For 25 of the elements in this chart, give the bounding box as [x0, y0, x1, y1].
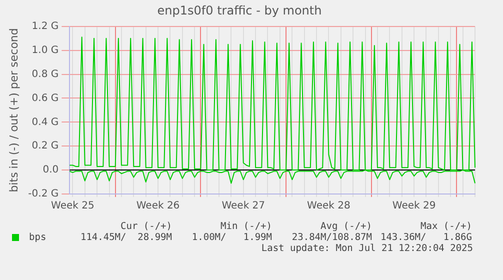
y-tick-label: 0.8 G — [32, 68, 59, 80]
text: 23.84M/108.87M — [290, 232, 372, 243]
x-tick-label: Week 26 — [136, 200, 180, 212]
text: Last update: Mon Jul 21 12:20:04 2025 — [260, 243, 474, 254]
x-tick-label: Week 25 — [51, 200, 94, 212]
y-tick-label: 0.2 G — [32, 140, 59, 152]
x-tick-label: Week 28 — [307, 200, 350, 212]
text: Max (-/+) — [420, 221, 472, 232]
y-tick-label: 1.2 G — [32, 20, 59, 32]
x-tick-label: Week 27 — [222, 200, 266, 212]
legend-label: bps — [29, 232, 46, 243]
text: 114.45M/ 28.99M — [79, 232, 172, 243]
y-tick-label: 0.4 G — [32, 116, 59, 128]
y-tick-label: 0.6 G — [32, 92, 59, 104]
text: Cur (-/+) — [120, 221, 172, 232]
y-axis-title: bits in (-) / out (+) per second — [7, 28, 20, 192]
text: Min (-/+) — [220, 221, 272, 232]
y-tick-label: -0.2 G — [28, 188, 59, 200]
text: 1.00M/ 1.99M — [190, 232, 272, 243]
x-tick-label: Week 29 — [392, 200, 436, 212]
y-tick-label: 1.0 G — [32, 44, 59, 56]
text: Avg (-/+) — [320, 221, 372, 232]
text: 143.36M/ 1.86G — [379, 232, 472, 243]
y-tick-label: 0.0 — [42, 164, 59, 176]
chart-title: enp1s0f0 traffic - by month — [157, 3, 322, 18]
